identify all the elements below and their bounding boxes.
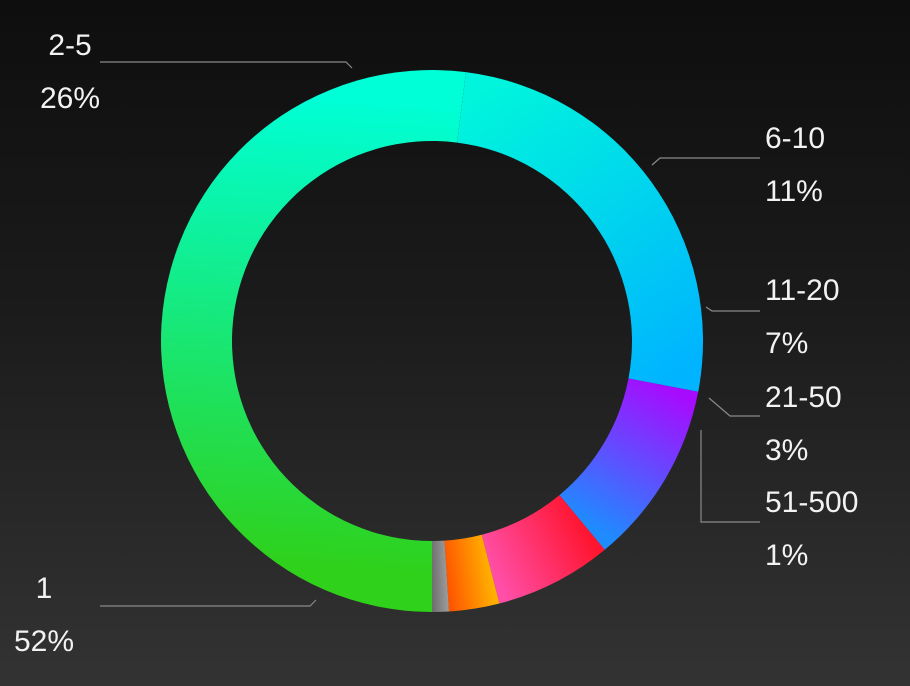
- leader-line-6-10: [651, 157, 760, 166]
- slice-percent-51-500: 1%: [765, 539, 808, 572]
- slice-percent-6-10: 11%: [765, 175, 823, 208]
- slice-label-21-50: 21-50: [765, 381, 842, 414]
- slice-label-11-20: 11-20: [765, 274, 840, 307]
- slice-label-51-500: 51-500: [765, 486, 858, 519]
- labels-group: 1 52% 2-5 26% 6-10 11% 11-20 7% 21-50 3% 51-500 1%: [14, 29, 858, 658]
- slice-21-50: [444, 534, 500, 612]
- slice-1: [161, 70, 466, 613]
- leader-line-51-500: [700, 430, 760, 523]
- slice-51-500: [432, 540, 450, 612]
- slices-group: [161, 70, 703, 613]
- leader-line-21-50: [708, 397, 760, 417]
- slice-2-5: [457, 72, 703, 392]
- slice-6-10: [559, 378, 699, 550]
- leader-line-11-20: [705, 306, 760, 312]
- slice-label-2-5: 2-5: [48, 29, 91, 62]
- leader-line-1: [100, 599, 317, 607]
- slice-label-1: 1: [36, 572, 53, 605]
- slice-percent-11-20: 7%: [765, 327, 808, 360]
- slice-percent-1: 52%: [14, 625, 74, 658]
- slice-percent-21-50: 3%: [765, 434, 808, 467]
- leader-line-2-5: [100, 61, 353, 69]
- slice-11-20: [481, 495, 605, 604]
- slice-label-6-10: 6-10: [765, 122, 825, 155]
- slice-percent-2-5: 26%: [40, 82, 100, 115]
- leader-lines-group: [100, 61, 760, 607]
